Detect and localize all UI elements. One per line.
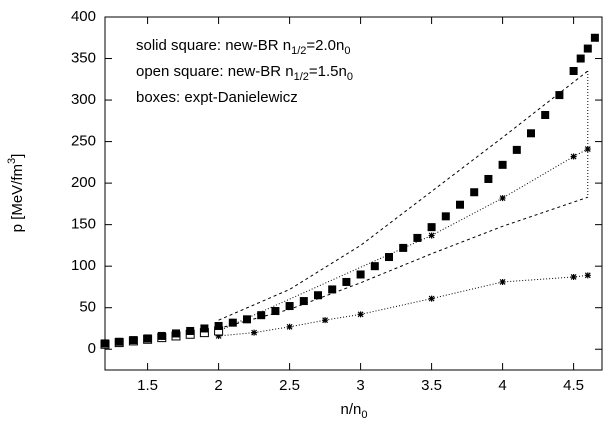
marker-filled-square xyxy=(484,174,493,183)
y-axis-label-part: 3 xyxy=(6,158,18,164)
annotation-part: boxes: expt-Danielewicz xyxy=(136,89,298,106)
x-tick-label: 3.5 xyxy=(421,377,442,394)
marker-filled-square xyxy=(427,223,436,232)
marker-star xyxy=(570,273,577,280)
marker-star xyxy=(428,232,435,239)
marker-filled-square xyxy=(143,334,152,343)
marker-filled-square xyxy=(583,44,592,53)
series-line xyxy=(218,70,589,321)
series-line xyxy=(218,274,588,337)
marker-filled-square xyxy=(569,66,578,75)
marker-filled-square xyxy=(576,54,585,63)
y-tick-label: 400 xyxy=(71,8,96,25)
annotation-part: solid square: new-BR n xyxy=(136,37,291,54)
marker-filled-square xyxy=(413,233,422,242)
y-axis-label-part: p [MeV/fm xyxy=(9,164,26,232)
x-tick-label: 4 xyxy=(498,377,506,394)
marker-filled-square xyxy=(512,145,521,154)
marker-star xyxy=(428,295,435,302)
y-tick-label: 50 xyxy=(79,299,96,316)
annotation-part: =2.0n xyxy=(306,37,344,54)
marker-star xyxy=(357,311,364,318)
marker-filled-square xyxy=(555,91,564,100)
marker-filled-square xyxy=(527,129,535,138)
marker-filled-square xyxy=(101,339,109,348)
marker-filled-square xyxy=(399,243,408,252)
x-tick-label: 1.5 xyxy=(137,377,158,394)
annotation-part: 1/2 xyxy=(294,71,309,83)
marker-filled-square xyxy=(271,307,280,316)
x-axis-label-part: n/n xyxy=(341,401,362,418)
annotation-part: 1/2 xyxy=(291,45,306,57)
x-tick-label: 3 xyxy=(356,377,364,394)
series-line xyxy=(218,148,589,332)
y-axis-label: p [MeV/fm3] xyxy=(6,154,26,233)
marker-filled-square xyxy=(498,160,507,169)
marker-filled-square xyxy=(314,291,322,300)
marker-star xyxy=(499,195,506,202)
annotation: solid square: new-BR n1/2=2.0n0 xyxy=(136,37,350,57)
y-tick-label: 350 xyxy=(71,49,96,66)
annotation-part: 0 xyxy=(347,71,353,83)
marker-filled-square xyxy=(129,336,138,345)
marker-star xyxy=(251,329,258,336)
x-tick-label: 4.5 xyxy=(563,377,584,394)
marker-filled-square xyxy=(228,318,237,327)
marker-star xyxy=(215,332,222,339)
marker-filled-square xyxy=(115,337,124,346)
marker-filled-square xyxy=(214,321,223,330)
marker-filled-square xyxy=(299,297,308,306)
y-tick-label: 100 xyxy=(71,257,96,274)
marker-filled-square xyxy=(385,253,393,262)
marker-filled-square xyxy=(370,262,379,271)
marker-filled-square xyxy=(470,188,479,197)
marker-filled-square xyxy=(243,315,251,324)
y-tick-label: 0 xyxy=(88,340,96,357)
series-line xyxy=(105,38,595,344)
y-tick-label: 150 xyxy=(71,216,96,233)
y-tick-label: 200 xyxy=(71,174,96,191)
marker-star xyxy=(584,272,591,279)
marker-filled-square xyxy=(200,324,209,333)
x-tick-label: 2 xyxy=(214,377,222,394)
marker-filled-square xyxy=(342,277,351,286)
x-axis-label: n/n0 xyxy=(341,401,368,421)
annotation-part: open square: new-BR n xyxy=(136,63,294,80)
marker-filled-square xyxy=(541,111,550,120)
y-tick-label: 250 xyxy=(71,133,96,150)
marker-star xyxy=(322,317,329,324)
marker-star xyxy=(286,323,293,330)
marker-star xyxy=(499,278,506,285)
marker-filled-square xyxy=(356,270,365,279)
marker-filled-square xyxy=(441,212,450,221)
marker-star xyxy=(570,153,577,160)
annotation: boxes: expt-Danielewicz xyxy=(136,89,298,106)
x-tick-label: 2.5 xyxy=(279,377,300,394)
y-tick-label: 300 xyxy=(71,91,96,108)
marker-filled-square xyxy=(590,33,599,42)
marker-filled-square xyxy=(157,331,166,340)
marker-filled-square xyxy=(186,326,195,335)
annotation-part: 0 xyxy=(344,45,350,57)
x-axis-label-part: 0 xyxy=(361,409,367,421)
marker-filled-square xyxy=(285,302,294,311)
plot-frame xyxy=(104,16,603,371)
marker-filled-square xyxy=(257,311,266,320)
marker-filled-square xyxy=(456,200,464,209)
marker-filled-square xyxy=(328,285,337,294)
annotation: open square: new-BR n1/2=1.5n0 xyxy=(136,63,353,83)
marker-filled-square xyxy=(172,329,180,338)
y-axis-label-part: ] xyxy=(9,154,26,158)
annotation-part: =1.5n xyxy=(309,63,347,80)
